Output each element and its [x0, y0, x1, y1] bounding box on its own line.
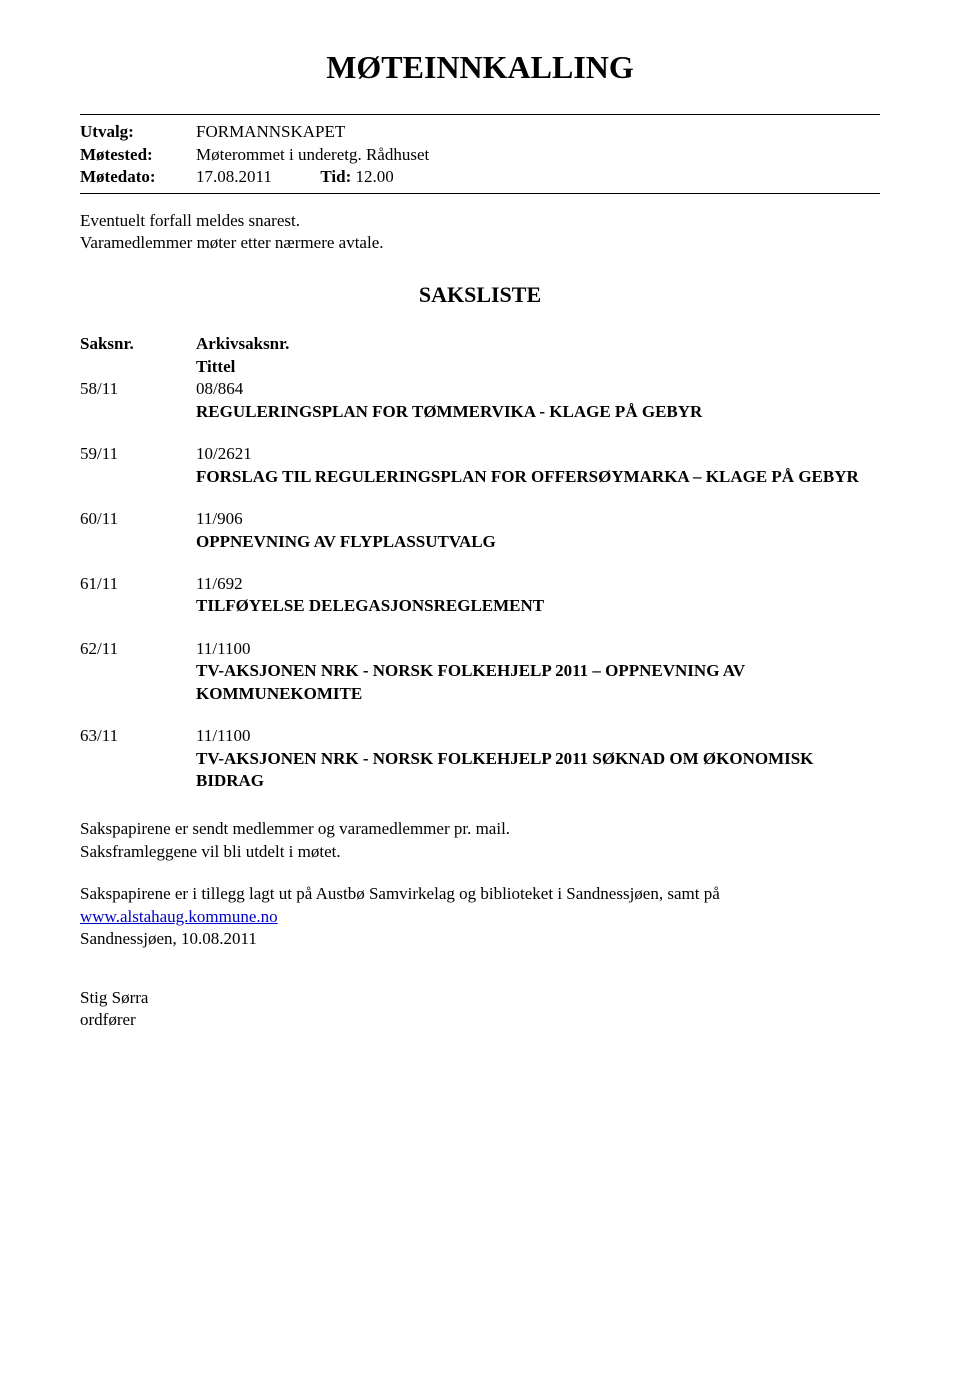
tid-label: Tid:: [320, 167, 351, 186]
footer-p1: Sakspapirene er sendt medlemmer og varam…: [80, 818, 880, 840]
saks-body: 11/1100TV-AKSJONEN NRK - NORSK FOLKEHJEL…: [196, 638, 880, 705]
intro-p2: Varamedlemmer møter etter nærmere avtale…: [80, 232, 880, 254]
saks-title: FORSLAG TIL REGULERINGSPLAN FOR OFFERSØY…: [196, 466, 880, 488]
intro-paragraphs: Eventuelt forfall meldes snarest. Varame…: [80, 210, 880, 255]
saks-arkiv: 11/1100: [196, 638, 880, 660]
saks-item: 62/1111/1100TV-AKSJONEN NRK - NORSK FOLK…: [80, 638, 880, 705]
saks-item: 59/1110/2621FORSLAG TIL REGULERINGSPLAN …: [80, 443, 880, 488]
meta-label: Møtedato:: [80, 166, 196, 188]
saks-body: 10/2621FORSLAG TIL REGULERINGSPLAN FOR O…: [196, 443, 880, 488]
saks-item: 60/1111/906OPPNEVNING AV FLYPLASSUTVALG: [80, 508, 880, 553]
saks-item: 63/1111/1100TV-AKSJONEN NRK - NORSK FOLK…: [80, 725, 880, 792]
header-tittel: Tittel: [196, 356, 880, 378]
meta-value: Møterommet i underetg. Rådhuset: [196, 144, 880, 166]
meeting-meta: Utvalg: FORMANNSKAPET Møtested: Møteromm…: [80, 115, 880, 192]
intro-p1: Eventuelt forfall meldes snarest.: [80, 210, 880, 232]
saks-arkiv: 11/692: [196, 573, 880, 595]
saks-item: 61/1111/692TILFØYELSE DELEGASJONSREGLEME…: [80, 573, 880, 618]
header-arkivsaksnr: Arkivsaksnr.: [196, 333, 880, 355]
saks-num: 59/11: [80, 443, 196, 488]
saks-arkiv: 11/1100: [196, 725, 880, 747]
saks-title: TV-AKSJONEN NRK - NORSK FOLKEHJELP 2011 …: [196, 660, 880, 705]
divider-bottom: [80, 193, 880, 194]
saks-title: REGULERINGSPLAN FOR TØMMERVIKA - KLAGE P…: [196, 401, 880, 423]
meta-label: Utvalg:: [80, 121, 196, 143]
footer-p3-text: Sakspapirene er i tillegg lagt ut på Aus…: [80, 884, 720, 903]
page-title: MØTEINNKALLING: [80, 46, 880, 88]
saks-num: 61/11: [80, 573, 196, 618]
meta-value: FORMANNSKAPET: [196, 121, 880, 143]
saks-title: TV-AKSJONEN NRK - NORSK FOLKEHJELP 2011 …: [196, 748, 880, 793]
footer-date: Sandnessjøen, 10.08.2011: [80, 928, 880, 950]
saks-arkiv: 10/2621: [196, 443, 880, 465]
footer-link[interactable]: www.alstahaug.kommune.no: [80, 907, 278, 926]
signature-block: Stig Sørra ordfører: [80, 987, 880, 1032]
meta-label: Møtested:: [80, 144, 196, 166]
saks-body: 11/906OPPNEVNING AV FLYPLASSUTVALG: [196, 508, 880, 553]
header-saksnr: Saksnr.: [80, 333, 196, 378]
saksliste-header: Saksnr. Arkivsaksnr. Tittel: [80, 333, 880, 378]
footer-block: Sakspapirene er sendt medlemmer og varam…: [80, 818, 880, 1031]
saks-arkiv: 08/864: [196, 378, 880, 400]
saksliste-items: 58/1108/864REGULERINGSPLAN FOR TØMMERVIK…: [80, 378, 880, 792]
saks-body: 11/1100TV-AKSJONEN NRK - NORSK FOLKEHJEL…: [196, 725, 880, 792]
saks-body: 11/692TILFØYELSE DELEGASJONSREGLEMENT: [196, 573, 880, 618]
saks-num: 60/11: [80, 508, 196, 553]
saksliste-title: SAKSLISTE: [80, 280, 880, 309]
saks-num: 62/11: [80, 638, 196, 705]
meta-value: 17.08.2011 Tid: 12.00: [196, 166, 880, 188]
footer-p3: Sakspapirene er i tillegg lagt ut på Aus…: [80, 883, 880, 928]
header-arkiv-tittel: Arkivsaksnr. Tittel: [196, 333, 880, 378]
saks-arkiv: 11/906: [196, 508, 880, 530]
saks-item: 58/1108/864REGULERINGSPLAN FOR TØMMERVIK…: [80, 378, 880, 423]
saks-title: OPPNEVNING AV FLYPLASSUTVALG: [196, 531, 880, 553]
saks-num: 58/11: [80, 378, 196, 423]
saks-num: 63/11: [80, 725, 196, 792]
footer-p2: Saksframleggene vil bli utdelt i møtet.: [80, 841, 880, 863]
tid-value-text: 12.00: [356, 167, 394, 186]
meta-row-motedato: Møtedato: 17.08.2011 Tid: 12.00: [80, 166, 880, 188]
meta-row-utvalg: Utvalg: FORMANNSKAPET: [80, 121, 880, 143]
saks-title: TILFØYELSE DELEGASJONSREGLEMENT: [196, 595, 880, 617]
saks-body: 08/864REGULERINGSPLAN FOR TØMMERVIKA - K…: [196, 378, 880, 423]
sign-role: ordfører: [80, 1009, 880, 1031]
sign-name: Stig Sørra: [80, 987, 880, 1009]
meta-row-motested: Møtested: Møterommet i underetg. Rådhuse…: [80, 144, 880, 166]
motedato-value: 17.08.2011: [196, 167, 272, 186]
